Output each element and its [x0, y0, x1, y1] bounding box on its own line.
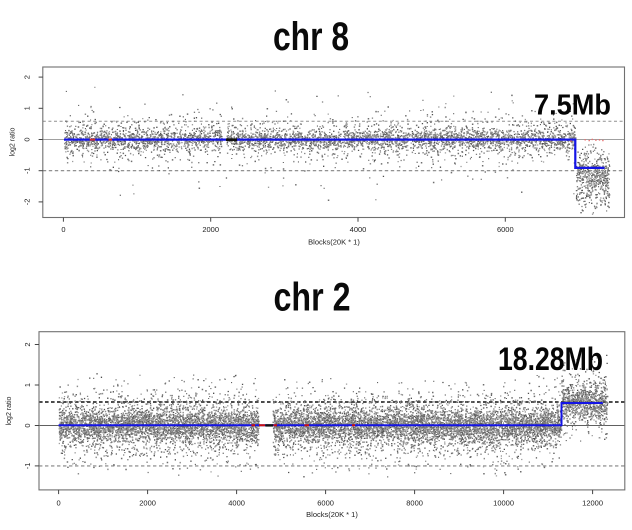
svg-text:10000: 10000 — [493, 499, 514, 508]
svg-text:log2 ratio: log2 ratio — [6, 396, 13, 425]
svg-text:0: 0 — [23, 423, 32, 427]
svg-text:-1: -1 — [23, 167, 32, 174]
svg-text:8000: 8000 — [406, 499, 423, 508]
svg-text:6000: 6000 — [317, 499, 334, 508]
svg-text:4000: 4000 — [228, 499, 245, 508]
svg-text:-1: -1 — [23, 463, 32, 470]
svg-text:7.5Mb: 7.5Mb — [534, 89, 611, 121]
svg-text:1: 1 — [23, 106, 32, 110]
svg-text:chr 2: chr 2 — [274, 276, 351, 320]
svg-text:4000: 4000 — [350, 225, 367, 234]
svg-text:0: 0 — [61, 225, 65, 234]
svg-text:-2: -2 — [23, 199, 32, 206]
svg-text:2: 2 — [23, 342, 32, 346]
svg-text:0: 0 — [23, 137, 32, 141]
svg-text:Blocks(20K * 1): Blocks(20K * 1) — [308, 238, 360, 247]
svg-text:2000: 2000 — [202, 225, 219, 234]
svg-text:0: 0 — [57, 499, 61, 508]
svg-text:1: 1 — [23, 383, 32, 387]
svg-text:18.28Mb: 18.28Mb — [498, 341, 603, 377]
svg-text:chr 8: chr 8 — [273, 15, 349, 59]
svg-text:12000: 12000 — [582, 499, 603, 508]
svg-text:6000: 6000 — [497, 225, 514, 234]
svg-text:2000: 2000 — [139, 499, 156, 508]
svg-text:log2 ratio: log2 ratio — [10, 127, 17, 156]
svg-text:2: 2 — [23, 75, 32, 79]
svg-text:Blocks(20K * 1): Blocks(20K * 1) — [306, 510, 358, 519]
